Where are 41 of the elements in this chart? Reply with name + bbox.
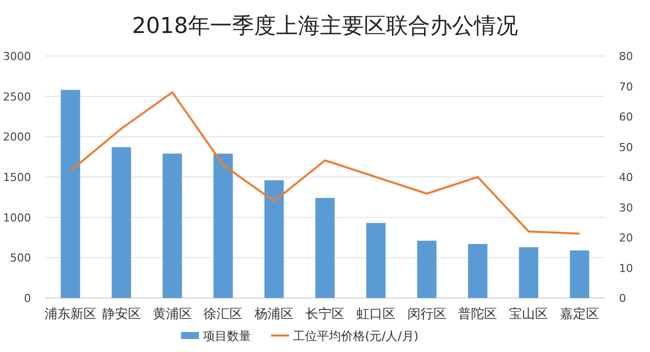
- y-tick-label: 2000: [3, 130, 31, 144]
- bar: [417, 240, 436, 298]
- bar: [60, 90, 80, 298]
- y-tick-label: 3000: [3, 50, 31, 63]
- bar: [214, 154, 233, 298]
- y2-tick-label: 80: [619, 50, 633, 63]
- x-tick-label: 宝山区: [509, 306, 548, 322]
- bar: [264, 180, 284, 298]
- x-tick-label: 闵行区: [407, 307, 446, 322]
- bar: [162, 154, 182, 298]
- bar: [570, 250, 590, 298]
- x-tick-label: 普陀区: [458, 306, 498, 322]
- x-tick-label: 黄浦区: [152, 307, 192, 322]
- y-tick-label: 0: [24, 292, 31, 305]
- bar: [366, 222, 386, 298]
- bar: [315, 198, 335, 298]
- y-tick-label: 2500: [3, 90, 31, 104]
- y2-tick-label: 30: [619, 201, 633, 214]
- legend-label: 工位平均价格(元/人/月): [293, 329, 418, 343]
- x-tick-label: 静安区: [102, 306, 141, 322]
- y2-tick-label: 40: [619, 171, 633, 184]
- y2-tick-label: 60: [619, 110, 633, 124]
- y2-tick-label: 20: [619, 232, 633, 244]
- bar: [518, 247, 538, 298]
- bar: [112, 147, 132, 298]
- x-tick-label: 徐汇区: [204, 307, 243, 322]
- y2-tick-label: 10: [619, 262, 633, 275]
- title: 2018年一季度上海主要区联合办公情况: [132, 14, 518, 39]
- y2-tick-label: 70: [619, 80, 633, 94]
- legend-label: 项目数量: [203, 329, 251, 343]
- y2-tick-label: 50: [619, 140, 633, 154]
- x-tick-label: 嘉定区: [560, 307, 600, 322]
- y-tick-label: 1500: [3, 171, 31, 184]
- x-tick-label: 浦东新区: [44, 307, 96, 322]
- x-tick-label: 长宁区: [306, 306, 344, 322]
- bar: [468, 244, 488, 298]
- x-tick-label: 杨浦区: [254, 307, 294, 322]
- x-tick-label: 虹口区: [356, 307, 396, 322]
- y-tick-label: 1000: [3, 211, 31, 224]
- y2-tick-label: 0: [619, 292, 626, 305]
- y-tick-label: 500: [10, 252, 31, 265]
